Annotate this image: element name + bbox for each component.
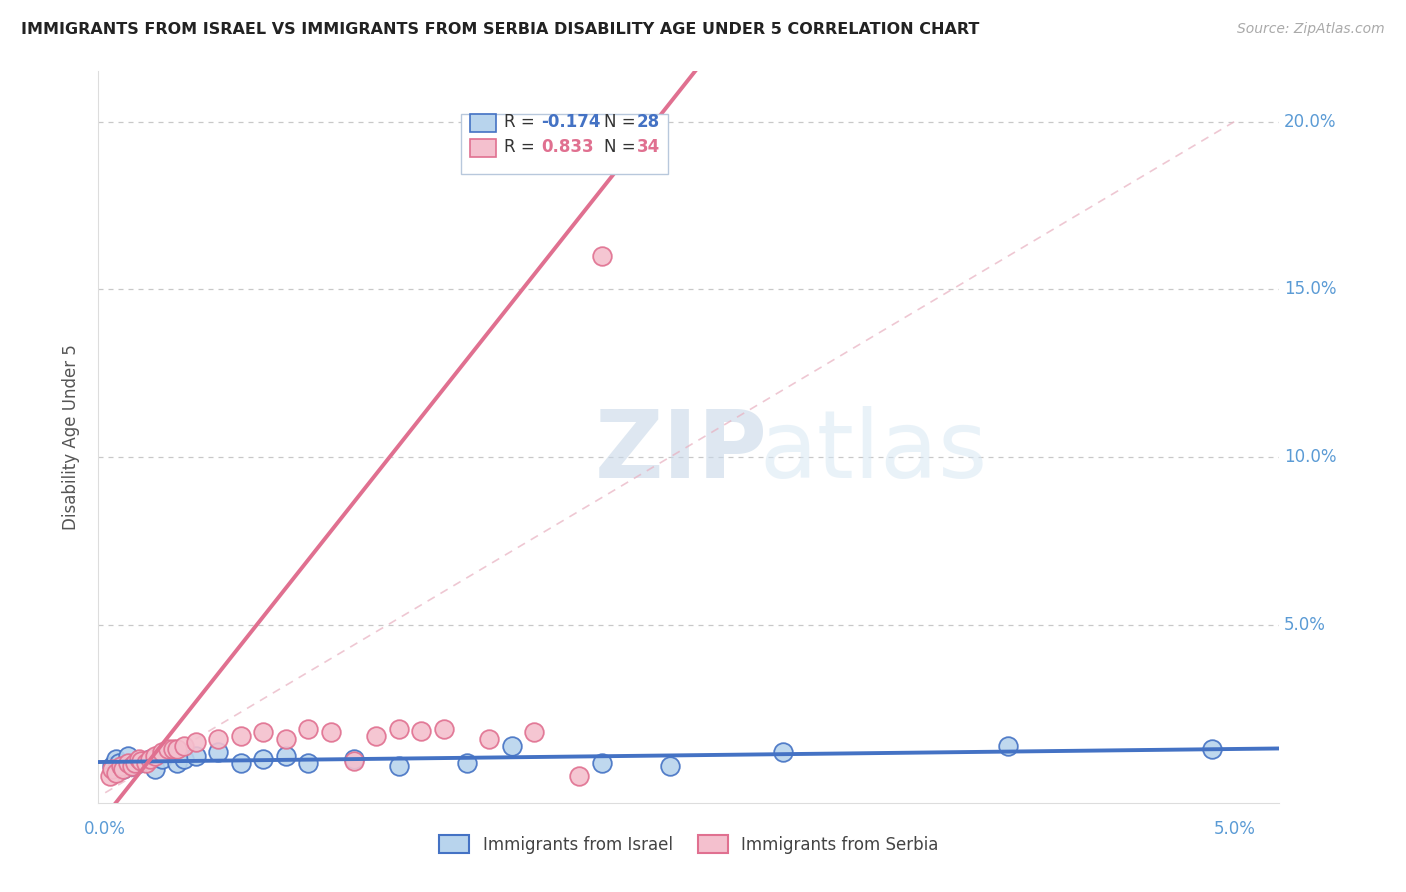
Text: 20.0%: 20.0% — [1284, 112, 1337, 131]
Point — [252, 725, 274, 739]
Point — [105, 765, 128, 780]
Point — [150, 752, 173, 766]
Point — [184, 748, 207, 763]
Point — [162, 746, 184, 760]
Point — [591, 249, 613, 263]
Point — [252, 752, 274, 766]
Legend: Immigrants from Israel, Immigrants from Serbia: Immigrants from Israel, Immigrants from … — [433, 829, 945, 860]
Point — [207, 746, 229, 760]
Point — [112, 762, 135, 776]
Point — [433, 722, 456, 736]
FancyBboxPatch shape — [461, 114, 668, 174]
Point — [207, 732, 229, 747]
Point — [366, 729, 388, 743]
Text: 5.0%: 5.0% — [1213, 820, 1256, 838]
Point — [1201, 742, 1223, 756]
Point — [319, 725, 342, 739]
Point — [342, 752, 364, 766]
Point — [143, 762, 166, 776]
Point — [229, 756, 252, 770]
Point — [658, 759, 681, 773]
Point — [121, 759, 143, 773]
Text: N =: N = — [605, 137, 641, 156]
Point — [110, 759, 132, 773]
Point — [173, 752, 195, 766]
Text: N =: N = — [605, 112, 641, 131]
Text: Source: ZipAtlas.com: Source: ZipAtlas.com — [1237, 22, 1385, 37]
Text: R =: R = — [503, 112, 540, 131]
Point — [411, 723, 433, 738]
Point — [297, 722, 319, 736]
Text: 0.833: 0.833 — [541, 137, 593, 156]
Point — [184, 735, 207, 749]
Point — [112, 762, 135, 776]
Point — [124, 756, 146, 770]
Point — [98, 769, 121, 783]
Text: 15.0%: 15.0% — [1284, 280, 1337, 299]
Point — [128, 756, 150, 770]
FancyBboxPatch shape — [471, 138, 496, 157]
Point — [591, 756, 613, 770]
Point — [117, 748, 139, 763]
Point — [568, 769, 591, 783]
Text: ZIP: ZIP — [595, 406, 768, 498]
Y-axis label: Disability Age Under 5: Disability Age Under 5 — [62, 344, 80, 530]
Point — [501, 739, 523, 753]
FancyBboxPatch shape — [471, 114, 496, 132]
Point — [772, 746, 794, 760]
Point — [997, 739, 1019, 753]
Point — [105, 752, 128, 766]
Point — [128, 752, 150, 766]
Point — [297, 756, 319, 770]
Point — [274, 732, 297, 747]
Point — [388, 722, 411, 736]
Point — [139, 752, 162, 766]
Text: 28: 28 — [637, 112, 659, 131]
Point — [143, 748, 166, 763]
Text: 34: 34 — [637, 137, 661, 156]
Point — [162, 742, 184, 756]
Text: R =: R = — [503, 137, 540, 156]
Point — [388, 759, 411, 773]
Point — [101, 759, 124, 773]
Text: 10.0%: 10.0% — [1284, 448, 1337, 467]
Point — [150, 746, 173, 760]
Point — [173, 739, 195, 753]
Point — [121, 759, 143, 773]
Point — [166, 756, 188, 770]
Point — [229, 729, 252, 743]
Point — [117, 756, 139, 770]
Point — [157, 742, 180, 756]
Point — [523, 725, 546, 739]
Text: atlas: atlas — [759, 406, 988, 498]
Point — [342, 754, 364, 768]
Point — [101, 762, 124, 776]
Text: -0.174: -0.174 — [541, 112, 600, 131]
Text: 5.0%: 5.0% — [1284, 616, 1326, 634]
Point — [274, 748, 297, 763]
Point — [456, 756, 478, 770]
Point — [131, 754, 153, 768]
Text: 0.0%: 0.0% — [84, 820, 127, 838]
Point — [135, 756, 157, 770]
Point — [139, 752, 162, 766]
Point — [166, 742, 188, 756]
Point — [478, 732, 501, 747]
Text: IMMIGRANTS FROM ISRAEL VS IMMIGRANTS FROM SERBIA DISABILITY AGE UNDER 5 CORRELAT: IMMIGRANTS FROM ISRAEL VS IMMIGRANTS FRO… — [21, 22, 980, 37]
Point — [107, 756, 129, 770]
